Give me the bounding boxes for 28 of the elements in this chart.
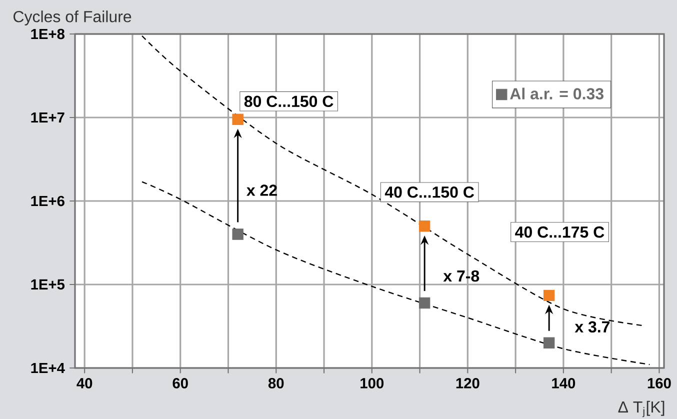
- annotation: 40 C...175 C: [515, 226, 604, 238]
- point: [232, 114, 244, 125]
- y-tick-label: 1E+7: [31, 112, 64, 123]
- x-tick-label: 160: [648, 378, 671, 388]
- point: [418, 297, 430, 309]
- x-tick-label: 120: [456, 378, 480, 388]
- legend-label: Al a.r. = 0.33: [510, 88, 604, 100]
- line-series: [141, 181, 650, 366]
- annotation: 40 C...150 C: [384, 186, 474, 198]
- point: [232, 228, 244, 240]
- annotation: x 3.7: [574, 321, 610, 333]
- y-tick-label: 1E+5: [31, 279, 65, 290]
- y-tick-label: 1E+8: [31, 28, 64, 40]
- x-tick-label: 140: [552, 378, 576, 388]
- y-tick-label: 1E+4: [31, 362, 65, 374]
- x-tick-label: 80: [268, 378, 284, 388]
- x-tick-label: 40: [76, 378, 92, 388]
- point: [543, 290, 555, 302]
- annotation: x 7-8: [443, 270, 480, 282]
- point: [418, 220, 430, 232]
- x-axis-title: Δ T$_{j}$[K]: [618, 400, 664, 418]
- x-tick-label: 60: [172, 378, 188, 388]
- point: [543, 337, 555, 348]
- annotation: x 22: [246, 184, 277, 196]
- y-axis-title: Cycles of Failure: [14, 10, 132, 26]
- y-tick-label: 1E+6: [31, 196, 64, 206]
- annotation: 80 C...150 C: [244, 96, 334, 108]
- x-tick-label: 100: [360, 378, 384, 388]
